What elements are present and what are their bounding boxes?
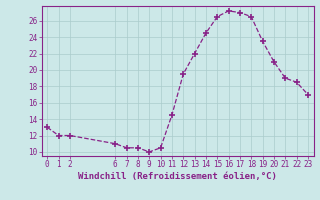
X-axis label: Windchill (Refroidissement éolien,°C): Windchill (Refroidissement éolien,°C): [78, 172, 277, 181]
